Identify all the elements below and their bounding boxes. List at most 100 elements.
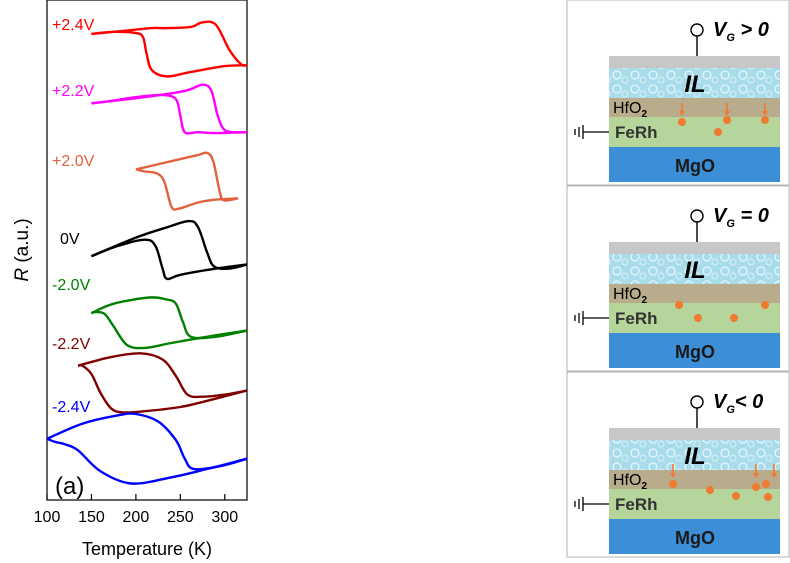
gate-voltage-symbol: V: [713, 391, 728, 413]
hfo2-label: HfO2: [613, 286, 647, 306]
x-tick-label-250: 250: [167, 509, 194, 526]
ferh-label: FeRh: [615, 123, 658, 142]
hfo2-label: HfO2: [613, 100, 647, 120]
ionic-liquid-layer: [609, 68, 780, 98]
mgo-substrate: [609, 333, 780, 368]
x-tick-label-150: 150: [78, 509, 105, 526]
y-axis-label: R (a.u.): [12, 218, 33, 281]
gate-voltage-subscript: G: [726, 32, 735, 44]
oxygen-vacancy-dot: [678, 118, 686, 126]
cooling-curve-0V: [90, 238, 247, 281]
series-label-minus2p4V: -2.4V: [52, 399, 91, 416]
mgo-label: MgO: [675, 528, 715, 548]
cooling-curve-plus2p0V: [135, 168, 239, 211]
mgo-substrate: [609, 519, 780, 554]
gate-voltage-subscript: G: [726, 218, 735, 230]
ion-arrow-head-icon: [724, 111, 730, 116]
gate-terminal-icon: [690, 23, 704, 37]
oxygen-vacancy-dot: [764, 493, 772, 501]
heating-curve-minus2p2V: [77, 352, 247, 399]
x-tick-label-200: 200: [123, 509, 150, 526]
cooling-curve-minus2p2V: [77, 363, 247, 414]
gate-voltage-label: VG = 0: [713, 205, 769, 230]
heating-curve-0V: [90, 219, 247, 271]
ion-arrow-head-icon: [753, 473, 759, 478]
oxygen-vacancy-dot: [675, 301, 683, 309]
gate-terminal-icon: [690, 395, 704, 409]
ferh-label: FeRh: [615, 309, 658, 328]
plot-frame: [46, 0, 248, 501]
cooling-curve-minus2p0V: [91, 310, 247, 350]
heating-curve-minus2p4V: [47, 412, 247, 471]
x-axis-label: Temperature (K): [82, 539, 212, 559]
ion-arrow-head-icon: [679, 111, 685, 116]
y-axis-label-symbol: R: [12, 268, 33, 282]
ferh-layer: [609, 489, 780, 519]
hfo2-label-main: HfO: [613, 100, 641, 117]
hfo2-layer: [609, 470, 780, 489]
schematic-panel-3: VG< 0 IL HfO2 FeRh MgO: [566, 371, 790, 558]
series-label-minus2p2V: -2.2V: [52, 336, 91, 353]
oxygen-vacancy-dot: [752, 483, 760, 491]
ferh-label: FeRh: [615, 495, 658, 514]
x-axis-ticks: 100 150 200 250 300: [34, 494, 238, 526]
cooling-curve-plus2p4V: [91, 30, 247, 78]
hfo2-label-main: HfO: [613, 472, 641, 489]
ion-arrow-head-icon: [670, 473, 676, 478]
ionic-liquid-layer: [609, 440, 780, 470]
schematic-panel-1: VG > 0 IL HfO2 FeRh MgO: [566, 0, 790, 186]
ferh-layer: [609, 117, 780, 147]
il-label: IL: [684, 257, 705, 284]
series-label-plus2p0V: +2.0V: [52, 153, 95, 170]
cooling-curve-plus2p2V: [91, 93, 247, 135]
il-label: IL: [684, 443, 705, 470]
hfo2-layer: [609, 98, 780, 117]
hfo2-layer: [609, 284, 780, 303]
series-label-plus2p4V: +2.4V: [52, 17, 95, 34]
gate-voltage-label: VG< 0: [713, 391, 763, 416]
hfo2-label-sub: 2: [641, 109, 647, 120]
oxygen-vacancy-dot: [732, 492, 740, 500]
gate-voltage-condition: = 0: [735, 205, 769, 227]
gate-terminal-icon: [690, 209, 704, 223]
ion-arrow-head-icon: [762, 111, 768, 116]
hfo2-label-sub: 2: [641, 295, 647, 306]
heating-curve-plus2p0V: [135, 151, 239, 202]
y-axis-label-units: (a.u.): [12, 218, 33, 268]
oxygen-vacancy-dot: [723, 116, 731, 124]
hfo2-label-sub: 2: [641, 481, 647, 492]
hfo2-label: HfO2: [613, 472, 647, 492]
panel-label: (a): [55, 473, 84, 500]
heating-curve-plus2p4V: [91, 20, 247, 67]
oxygen-vacancy-dot: [762, 480, 770, 488]
cooling-curve-minus2p4V: [47, 437, 247, 485]
oxygen-vacancy-dot: [706, 486, 714, 494]
series-label-0V: 0V: [60, 231, 80, 248]
gate-voltage-condition: > 0: [735, 19, 769, 41]
il-label: IL: [684, 71, 705, 98]
schematic-panel-2: VG = 0 IL HfO2 FeRh MgO: [566, 185, 790, 372]
oxygen-vacancy-dot: [761, 301, 769, 309]
ion-arrow-head-icon: [771, 473, 777, 478]
mgo-label: MgO: [675, 342, 715, 362]
series-label-minus2p0V: -2.0V: [52, 277, 91, 294]
oxygen-vacancy-dot: [730, 314, 738, 322]
gate-voltage-subscript: G: [726, 404, 735, 416]
gate-voltage-label: VG > 0: [713, 19, 769, 44]
heating-curve-plus2p2V: [91, 83, 247, 134]
mgo-label: MgO: [675, 156, 715, 176]
oxygen-vacancy-dot: [761, 116, 769, 124]
oxygen-vacancy-dot: [669, 480, 677, 488]
top-electrode: [609, 56, 780, 68]
hfo2-label-main: HfO: [613, 286, 641, 303]
curves-layer: [47, 20, 247, 485]
top-electrode: [609, 428, 780, 440]
x-tick-label-300: 300: [211, 509, 238, 526]
top-electrode: [609, 242, 780, 254]
series-label-plus2p2V: +2.2V: [52, 83, 95, 100]
gate-voltage-symbol: V: [713, 205, 728, 227]
heating-curve-minus2p0V: [90, 296, 247, 340]
x-tick-label-100: 100: [34, 509, 61, 526]
